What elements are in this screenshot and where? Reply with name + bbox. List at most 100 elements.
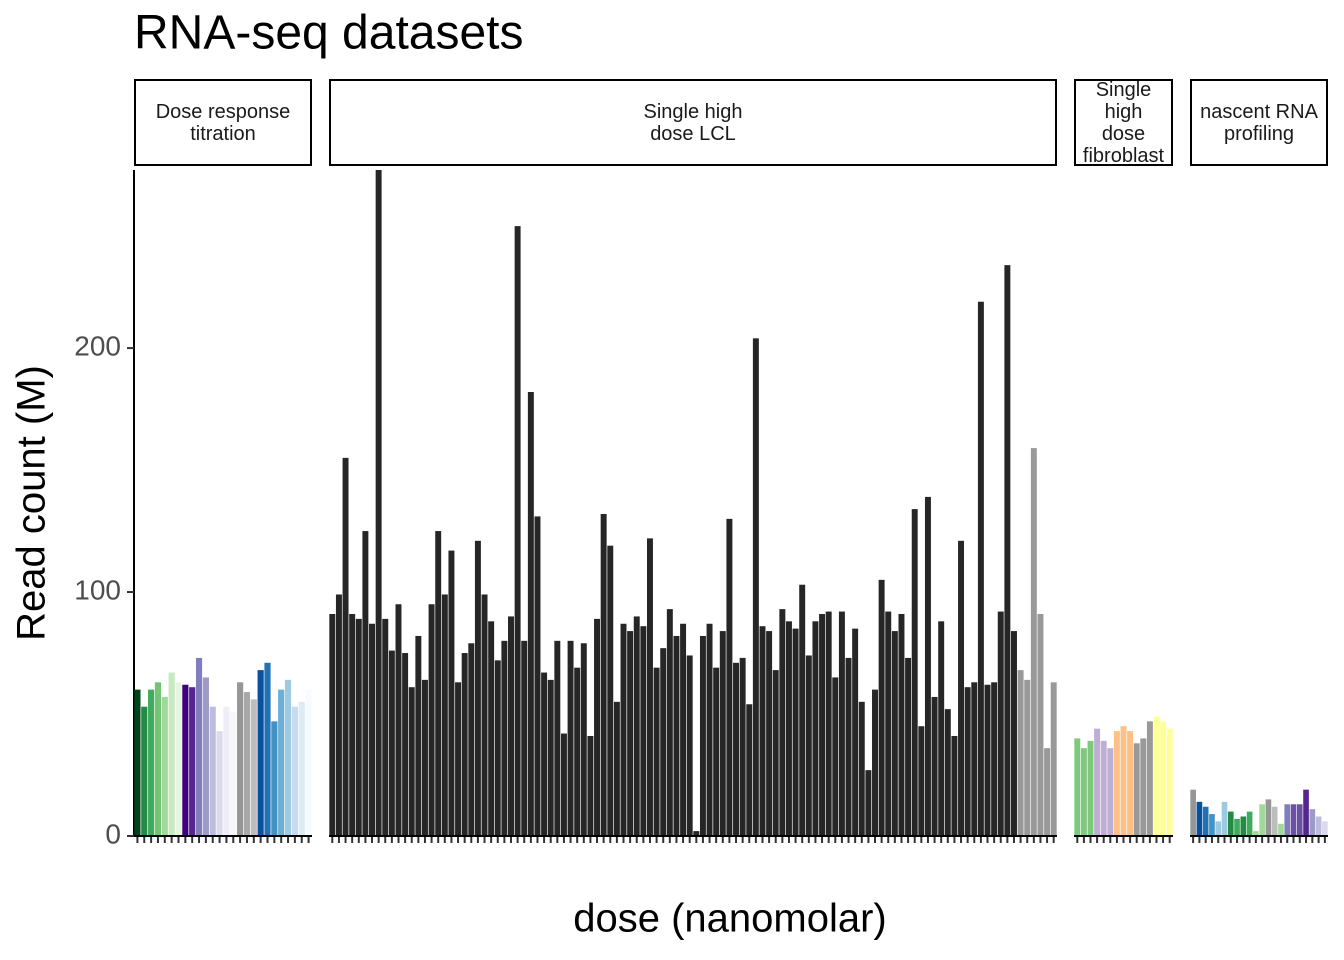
- bar: [1209, 814, 1215, 836]
- bar: [250, 699, 257, 836]
- bar: [468, 643, 475, 836]
- bar: [1030, 448, 1037, 836]
- bar: [547, 679, 554, 836]
- bar: [1202, 806, 1209, 836]
- bar: [278, 689, 285, 836]
- bar: [845, 657, 852, 836]
- bar: [772, 670, 779, 836]
- bar: [1004, 265, 1011, 837]
- bar: [653, 667, 660, 836]
- bar: [719, 631, 726, 836]
- bar: [148, 689, 155, 836]
- bar: [474, 540, 481, 836]
- y-tick-label: 100: [74, 574, 121, 605]
- bar: [1024, 679, 1031, 836]
- bar: [441, 594, 448, 836]
- bar: [448, 550, 455, 836]
- bar: [355, 618, 362, 836]
- bar: [885, 611, 892, 836]
- bar: [243, 692, 251, 836]
- bar: [1011, 631, 1017, 836]
- bar: [195, 657, 203, 836]
- bar: [402, 653, 409, 836]
- bar: [1253, 831, 1259, 836]
- bar: [521, 640, 528, 836]
- bar: [580, 643, 587, 836]
- y-axis-label: Read count (M): [10, 365, 54, 641]
- bar: [944, 709, 951, 836]
- bar: [958, 540, 965, 836]
- bar: [1278, 823, 1284, 836]
- bar: [230, 711, 237, 836]
- bar: [666, 609, 673, 836]
- bar: [673, 635, 680, 836]
- bar: [812, 621, 819, 836]
- bar: [1107, 748, 1114, 836]
- bar: [607, 545, 614, 836]
- bar: [264, 662, 271, 836]
- bar: [779, 609, 786, 836]
- bar: [1234, 818, 1240, 836]
- bar: [1074, 738, 1081, 836]
- bar: [594, 618, 601, 836]
- bar: [382, 618, 389, 836]
- bar: [1153, 716, 1160, 836]
- bar: [1190, 789, 1196, 836]
- bar: [865, 770, 872, 836]
- bar: [627, 631, 634, 836]
- y-tick-label: 200: [74, 330, 121, 361]
- bar: [660, 648, 667, 836]
- bar: [202, 677, 209, 836]
- bar: [415, 635, 422, 836]
- bar: [911, 509, 918, 836]
- bar: [209, 706, 216, 836]
- bar: [805, 655, 812, 836]
- bar: [481, 594, 488, 836]
- bar: [329, 614, 336, 836]
- bar: [335, 594, 342, 836]
- bar: [349, 614, 356, 836]
- bar: [161, 696, 168, 836]
- bar: [554, 640, 561, 836]
- bar: [620, 623, 627, 836]
- bar: [984, 684, 991, 836]
- bar: [838, 611, 845, 836]
- bar: [1240, 816, 1247, 836]
- bar: [508, 616, 514, 836]
- bar: [189, 687, 196, 836]
- bar: [878, 579, 885, 836]
- bar: [613, 701, 620, 836]
- bar: [1322, 821, 1328, 836]
- bar: [271, 721, 278, 836]
- bar: [686, 655, 693, 836]
- bar: [971, 682, 978, 836]
- bar: [739, 657, 746, 836]
- bar: [1246, 811, 1253, 836]
- bar: [1140, 738, 1147, 836]
- bar: [375, 170, 382, 836]
- bar: [501, 640, 508, 836]
- bar: [905, 657, 912, 836]
- bar: [421, 679, 428, 836]
- bar: [1146, 721, 1153, 836]
- bar: [872, 689, 878, 836]
- bar: [257, 670, 264, 836]
- bar: [168, 672, 175, 836]
- bar: [223, 706, 230, 836]
- bar: [680, 623, 687, 836]
- bar: [647, 538, 653, 836]
- bar: [560, 733, 567, 836]
- bar: [388, 650, 395, 836]
- bar: [706, 623, 713, 836]
- bar: [1160, 721, 1167, 836]
- bar: [918, 726, 925, 836]
- bar: [977, 301, 984, 836]
- bar: [852, 628, 859, 836]
- bar: [534, 516, 541, 836]
- bar: [819, 614, 826, 836]
- facet-strip: Single high dose fibroblast: [1074, 79, 1173, 167]
- bar: [494, 660, 501, 836]
- bar: [1227, 811, 1234, 836]
- facet-strip: Single high dose LCL: [329, 79, 1057, 166]
- bar: [216, 731, 223, 836]
